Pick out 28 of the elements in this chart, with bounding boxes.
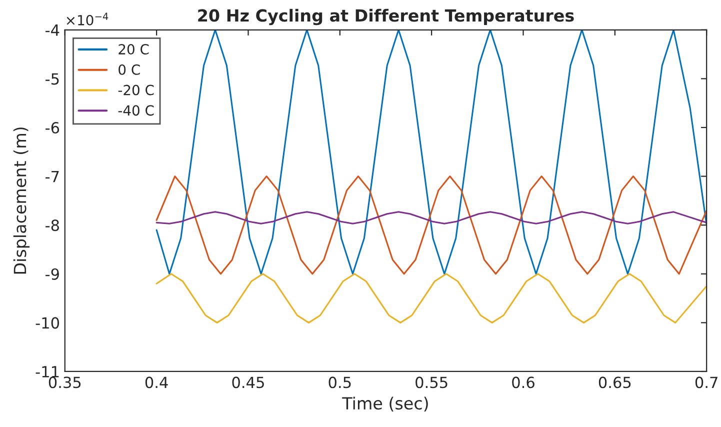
y-tick-label: -6 xyxy=(46,122,60,134)
legend-label: 0 C xyxy=(118,64,140,75)
x-axis-title: Time (sec) xyxy=(342,396,428,412)
y-tick-label: -7 xyxy=(46,170,59,182)
x-tick-label: 0.4 xyxy=(145,376,168,388)
line-series xyxy=(156,211,707,224)
line-series xyxy=(156,30,707,275)
y-tick-label: -8 xyxy=(46,220,59,232)
chart-title: 20 Hz Cycling at Different Temperatures xyxy=(198,8,574,26)
line-series xyxy=(156,273,707,324)
x-tick-label: 0.45 xyxy=(232,376,264,388)
x-tick-label: 0.5 xyxy=(328,376,351,388)
y-tick-label: -4 xyxy=(46,24,60,36)
y-tick-label: -5 xyxy=(46,73,59,85)
x-tick-label: 0.35 xyxy=(48,376,81,388)
y-tick-label: -10 xyxy=(36,317,60,329)
x-tick-label: 0.55 xyxy=(416,376,448,388)
y-axis-title: Displacement (m) xyxy=(13,128,30,274)
legend-label: -40 C xyxy=(118,105,154,116)
line-series xyxy=(156,176,707,275)
y-tick-label: -9 xyxy=(46,268,59,280)
y-tick-label: -11 xyxy=(36,366,59,378)
legend-label: -20 C xyxy=(118,84,154,96)
legend-label: 20 C xyxy=(118,44,149,55)
x-tick-label: 0.6 xyxy=(512,376,534,388)
x-tick-label: 0.7 xyxy=(695,376,718,388)
x-tick-label: 0.65 xyxy=(598,376,631,388)
text: ×10$^{−4}$ xyxy=(66,12,108,26)
